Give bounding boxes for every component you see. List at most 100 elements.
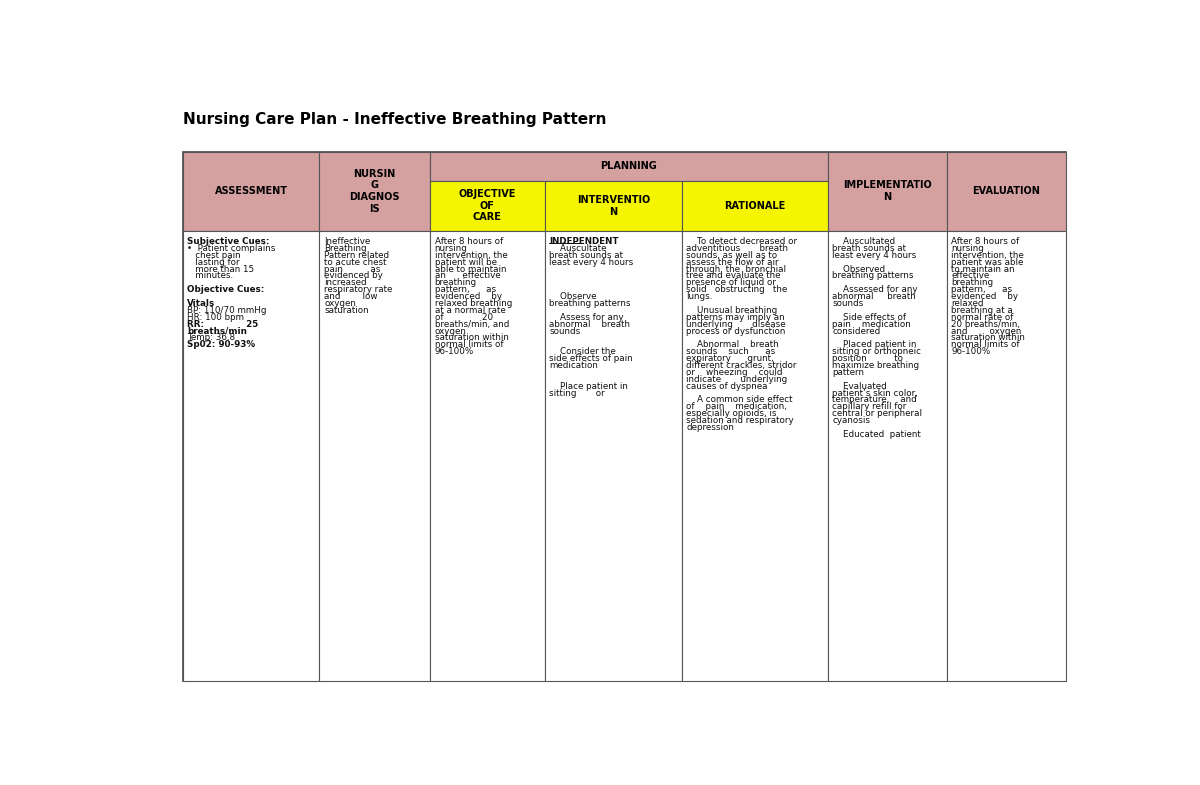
Text: breaths/min: breaths/min [187,327,247,335]
Text: to maintain an: to maintain an [952,265,1015,273]
Text: lungs.: lungs. [686,292,713,301]
Text: temperature,    and: temperature, and [832,396,917,404]
Text: of    pain    medication,: of pain medication, [686,403,787,411]
Text: able to maintain: able to maintain [434,265,506,273]
Text: normal rate of: normal rate of [952,312,1014,322]
Text: oxygen: oxygen [324,299,356,308]
Text: to acute chest: to acute chest [324,257,386,267]
Bar [182,231,319,681]
Text: A common side effect: A common side effect [686,396,793,404]
Text: effective: effective [952,272,990,280]
Bar [319,231,430,681]
Text: pattern: pattern [832,368,864,377]
Text: BP: 110/70 mmHg: BP: 110/70 mmHg [187,306,266,315]
Text: breathing: breathing [434,279,476,287]
Text: After 8 hours of: After 8 hours of [434,237,503,246]
Text: patient’s skin color,: patient’s skin color, [832,389,918,397]
Text: central or peripheral: central or peripheral [832,409,922,418]
Text: pattern,      as: pattern, as [434,285,496,294]
Text: breathing at a: breathing at a [952,306,1013,315]
Text: patient was able: patient was able [952,257,1024,267]
Text: Objective Cues:: Objective Cues: [187,285,264,294]
Text: chest pain: chest pain [187,250,241,260]
Bar [947,231,1066,681]
Text: breath sounds at: breath sounds at [550,250,624,260]
Text: patient will be: patient will be [434,257,497,267]
Text: minutes.: minutes. [187,272,233,280]
Text: least every 4 hours: least every 4 hours [550,257,634,267]
Text: capillary refill for: capillary refill for [832,403,906,411]
Text: ASSESSMENT: ASSESSMENT [215,186,288,196]
Text: Auscultate: Auscultate [550,244,607,253]
Bar [182,152,1066,681]
Text: saturation within: saturation within [952,334,1025,342]
Text: and        oxygen: and oxygen [952,327,1022,335]
Text: normal limits of: normal limits of [434,341,503,349]
Text: an      effective: an effective [434,272,500,280]
Text: NURSIN
G
DIAGNOS
IS: NURSIN G DIAGNOS IS [349,169,400,214]
Bar [319,152,430,231]
Text: Breathing: Breathing [324,244,367,253]
Bar [430,231,545,681]
Text: expiratory      grunt,: expiratory grunt, [686,354,774,363]
Text: IMPLEMENTATIO
N: IMPLEMENTATIO N [842,181,931,202]
Text: saturation within: saturation within [434,334,509,342]
Text: pain    medication: pain medication [832,319,911,329]
Bar [430,181,545,231]
Text: Auscultated: Auscultated [832,237,895,246]
Text: patterns may imply an: patterns may imply an [686,312,785,322]
Text: sounds, as well as to: sounds, as well as to [686,250,778,260]
Text: Educated  patient: Educated patient [832,430,920,439]
Text: at a normal rate: at a normal rate [434,306,505,315]
Text: assess the flow of air: assess the flow of air [686,257,779,267]
Text: least every 4 hours: least every 4 hours [832,250,917,260]
Text: Sp02: 90-93%: Sp02: 90-93% [187,341,256,349]
Text: respiratory rate: respiratory rate [324,285,392,294]
Text: different crackles, stridor: different crackles, stridor [686,361,797,370]
Text: relaxed breathing: relaxed breathing [434,299,512,308]
Text: sedation and respiratory: sedation and respiratory [686,416,794,425]
Text: 96-100%: 96-100% [434,347,474,356]
Text: causes of dyspnea: causes of dyspnea [686,382,768,391]
Text: Assessed for any: Assessed for any [832,285,918,294]
Text: process or dysfunction: process or dysfunction [686,327,786,335]
Text: Pattern related: Pattern related [324,250,389,260]
Text: evidenced    by: evidenced by [952,292,1019,301]
Text: depression: depression [686,423,734,432]
Bar [545,231,682,681]
Text: underlying       disease: underlying disease [686,319,786,329]
Text: position          to: position to [832,354,904,363]
Text: nursing: nursing [434,244,468,253]
Text: breaths/min, and: breaths/min, and [434,319,509,329]
Text: •  Patient complains: • Patient complains [187,244,276,253]
Text: PLANNING: PLANNING [600,161,658,171]
Text: Place patient in: Place patient in [550,382,629,391]
Text: sounds: sounds [832,299,864,308]
Text: Observed: Observed [832,265,886,273]
Text: sitting       or: sitting or [550,389,605,397]
Text: nursing: nursing [952,244,984,253]
Text: lasting for: lasting for [187,257,240,267]
Text: cyanosis: cyanosis [832,416,870,425]
Text: intervention, the: intervention, the [434,250,508,260]
Text: Assess for any: Assess for any [550,312,624,322]
Text: of              20: of 20 [434,312,493,322]
Text: After 8 hours of: After 8 hours of [952,237,1020,246]
Text: Placed patient in: Placed patient in [832,341,917,349]
Bar [682,181,828,231]
Text: Ineffective: Ineffective [324,237,371,246]
Text: OBJECTIVE
OF
CARE: OBJECTIVE OF CARE [458,189,516,222]
Text: Side effects of: Side effects of [832,312,906,322]
Text: To detect decreased or: To detect decreased or [686,237,798,246]
Text: INTERVENTIO
N: INTERVENTIO N [577,195,650,217]
Text: sounds: sounds [550,327,581,335]
Text: oxygen: oxygen [434,327,467,335]
Text: breathing: breathing [952,279,994,287]
Text: adventitious       breath: adventitious breath [686,244,788,253]
Text: Unusual breathing: Unusual breathing [686,306,778,315]
Text: considered: considered [832,327,881,335]
Text: sitting or orthopneic: sitting or orthopneic [832,347,922,356]
Text: tree and evaluate the: tree and evaluate the [686,272,781,280]
Text: breath sounds at: breath sounds at [832,244,906,253]
Text: sounds    such      as: sounds such as [686,347,775,356]
